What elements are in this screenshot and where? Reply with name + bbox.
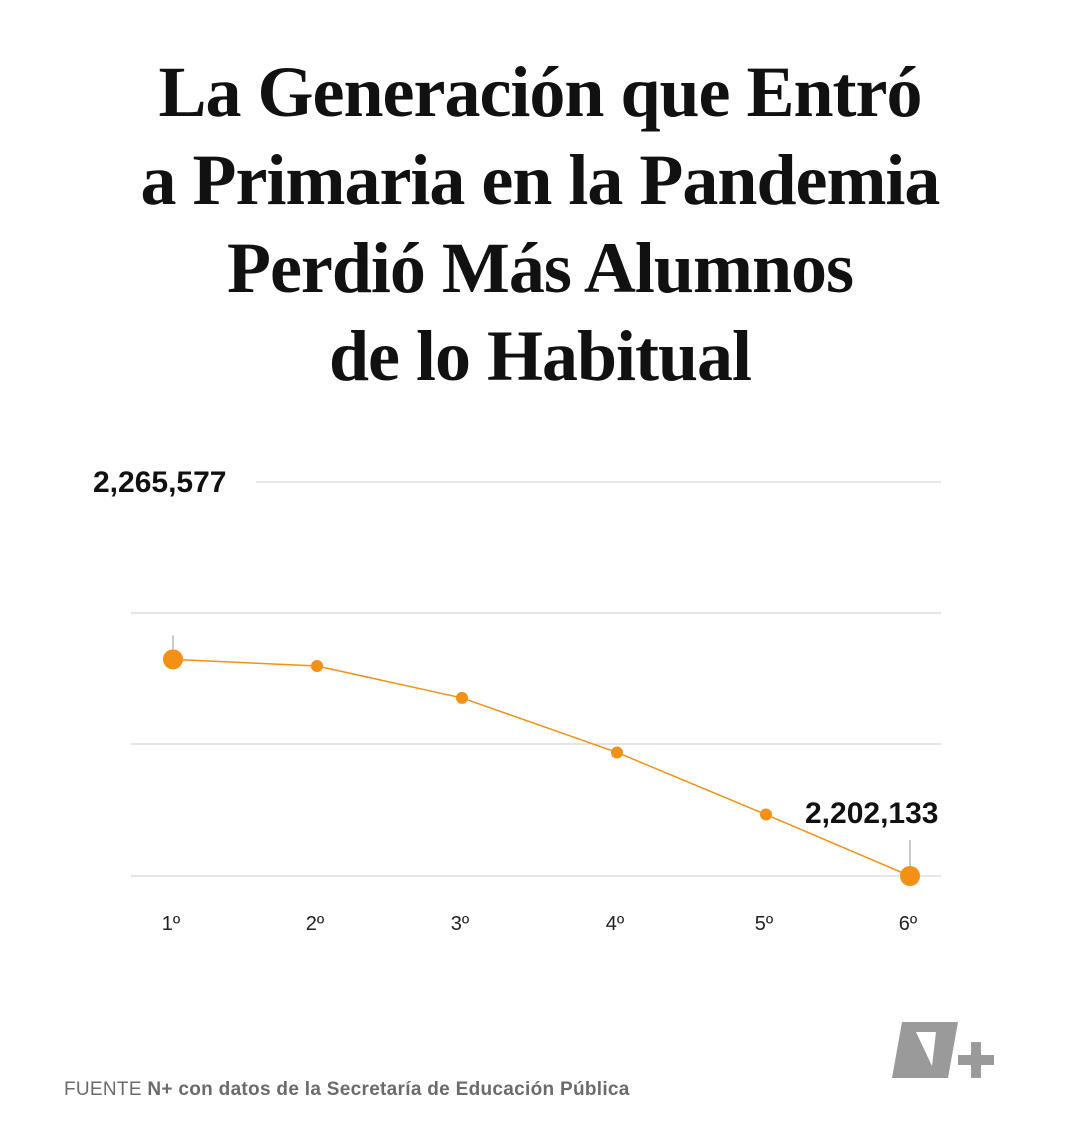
title-line: La Generación que Entró (158, 52, 923, 132)
line-chart: 1º 2º 3º 4º 5º 6º 2,265,577 2,202,133 (93, 466, 941, 935)
x-tick-label: 6º (899, 913, 918, 935)
data-label: 2,202,133 (805, 797, 938, 830)
x-tick-label: 3º (451, 913, 470, 935)
x-axis-tick-labels: 1º 2º 3º 4º 5º 6º (162, 913, 918, 935)
data-labels: 2,265,577 2,202,133 (93, 466, 938, 830)
data-point (760, 808, 772, 821)
series-line (172, 658, 911, 877)
data-point (611, 746, 623, 759)
title-line: a Primaria en la Pandemia (140, 140, 941, 220)
source-text: N+ con datos de la Secretaría de Educaci… (147, 1079, 630, 1100)
gridlines (131, 481, 941, 877)
x-tick-label: 1º (162, 913, 181, 935)
data-point (311, 659, 323, 672)
x-tick-label: 4º (606, 913, 625, 935)
data-points (163, 649, 920, 886)
chart-title: La Generación que Entró a Primaria en la… (40, 48, 1040, 400)
logo-n-cut (916, 1032, 936, 1066)
title-line: de lo Habitual (328, 316, 752, 396)
x-tick-label: 2º (306, 913, 325, 935)
data-point (163, 649, 183, 670)
data-label: 2,265,577 (93, 466, 226, 499)
x-tick-label: 5º (755, 913, 774, 935)
data-point (900, 866, 920, 886)
logo-plus-horizontal (958, 1055, 994, 1065)
source-note: FUENTE N+ con datos de la Secretaría de … (64, 1079, 630, 1101)
nplus-logo (892, 1022, 994, 1078)
title-line: Perdió Más Alumnos (226, 228, 854, 308)
label-connectors (172, 635, 911, 866)
data-point (456, 691, 468, 704)
source-prefix: FUENTE (64, 1079, 142, 1100)
